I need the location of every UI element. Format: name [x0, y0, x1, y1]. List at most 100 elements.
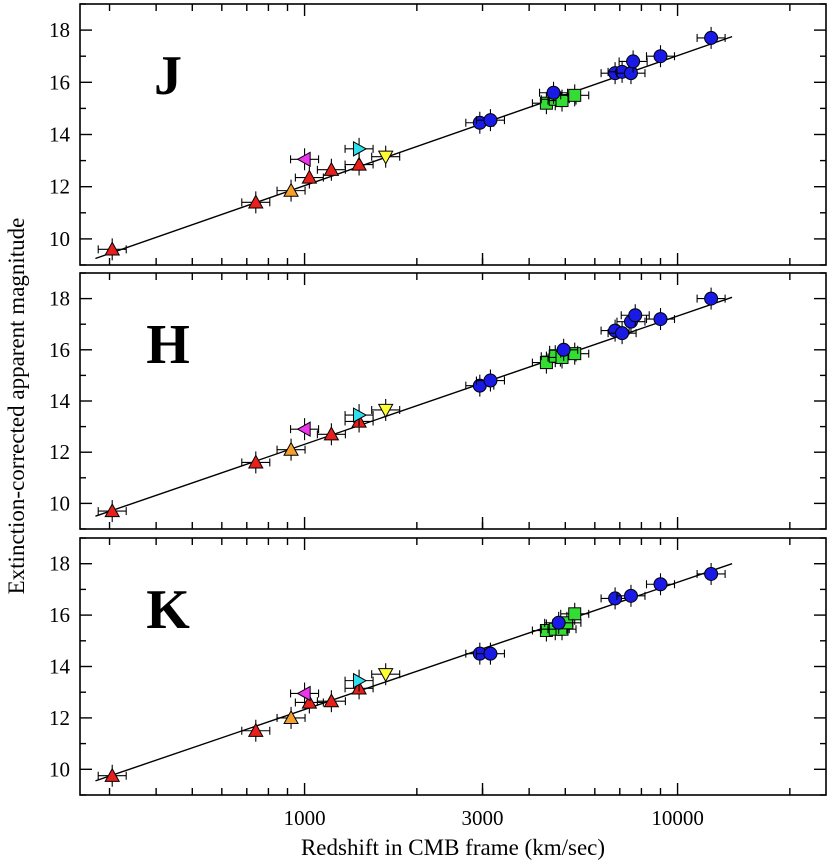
- x-tick-label: 3000: [462, 806, 504, 830]
- data-point-triangle-up: [323, 693, 340, 708]
- data-point-circle: [704, 566, 719, 581]
- data-point-group: [276, 438, 306, 461]
- data-point-group: [600, 587, 630, 610]
- y-tick-label: 12: [49, 440, 70, 464]
- data-point-group: [97, 238, 127, 261]
- data-point-group: [618, 50, 648, 73]
- data-point-group: [645, 308, 676, 331]
- y-tick-label: 10: [49, 757, 70, 781]
- data-point-group: [290, 148, 320, 171]
- y-tick-label: 14: [49, 655, 71, 679]
- data-point-group: [97, 500, 127, 523]
- x-tick-label: 10000: [651, 806, 704, 830]
- data-point-circle: [628, 308, 643, 323]
- y-tick-label: 14: [49, 123, 71, 147]
- y-tick-label: 16: [49, 338, 70, 362]
- data-point-triangle-up: [283, 709, 299, 724]
- data-point-circle: [483, 113, 498, 128]
- data-point-group: [560, 602, 590, 625]
- data-point-triangle-right: [352, 672, 368, 689]
- data-point-group: [344, 404, 374, 427]
- data-point-triangle-right: [352, 141, 368, 157]
- data-point-square: [555, 94, 569, 108]
- data-point-group: [344, 669, 374, 692]
- data-point-circle: [615, 326, 630, 341]
- data-point-group: [344, 137, 374, 160]
- panel-j: 10 12 14 16 18 J: [49, 3, 827, 266]
- data-point-group: [294, 166, 324, 189]
- y-tick-label: 12: [49, 175, 70, 199]
- band-label: K: [146, 579, 190, 641]
- x-tick-label: 1000: [284, 806, 326, 830]
- y-tick-label: 14: [49, 389, 71, 413]
- data-point-group: [607, 322, 637, 345]
- data-point-triangle-up: [301, 694, 318, 709]
- data-point-group: [696, 26, 726, 49]
- data-point-group: [544, 611, 574, 634]
- data-point-group: [616, 584, 646, 607]
- x-axis-label: Redshift in CMB frame (km/sec): [301, 835, 605, 860]
- data-point-circle: [653, 49, 668, 64]
- data-point-square: [568, 607, 582, 621]
- y-tick-label: 16: [49, 603, 70, 627]
- data-point-circle: [551, 615, 566, 630]
- y-tick-label: 12: [49, 706, 70, 730]
- data-point-group: [475, 642, 505, 665]
- data-point-group: [371, 145, 401, 168]
- data-point-triangle-up: [104, 241, 121, 256]
- data-point-circle: [546, 85, 561, 100]
- data-point-triangle-left: [296, 151, 311, 168]
- data-point-circle: [623, 588, 638, 603]
- data-point-triangle-up: [323, 161, 340, 176]
- data-point-group: [645, 573, 676, 596]
- data-point-triangle-down: [377, 668, 394, 683]
- data-point-group: [290, 418, 320, 441]
- data-point-triangle-down: [377, 150, 394, 165]
- data-point-triangle-up: [283, 441, 299, 456]
- data-point-circle: [704, 30, 719, 45]
- data-point-group: [276, 179, 306, 202]
- data-point-triangle-up: [104, 767, 121, 782]
- y-tick-label: 18: [49, 18, 70, 42]
- data-point-group: [97, 764, 127, 787]
- data-point-group: [316, 690, 346, 713]
- data-point-circle: [653, 312, 668, 327]
- y-tick-label: 10: [49, 491, 70, 515]
- data-point-triangle-left: [296, 685, 311, 702]
- data-point-circle: [653, 577, 668, 592]
- data-point-circle: [483, 646, 498, 661]
- data-point-group: [241, 719, 271, 742]
- data-point-circle: [483, 373, 498, 388]
- y-tick-label: 18: [49, 287, 70, 311]
- data-point-triangle-up: [283, 182, 299, 197]
- data-point-triangle-down: [377, 403, 394, 418]
- data-point-group: [290, 682, 320, 705]
- data-point-triangle-up: [301, 169, 318, 184]
- data-point-group: [371, 663, 401, 686]
- panel-k: 10 12 14 16 18 K 1000 3000 10000: [49, 537, 827, 830]
- data-point-group: [276, 706, 306, 729]
- data-point-group: [241, 451, 271, 474]
- data-point-group: [620, 304, 650, 327]
- data-point-group: [371, 398, 401, 421]
- data-point-group: [538, 81, 569, 104]
- data-point-square: [568, 88, 582, 102]
- data-point-group: [475, 109, 505, 132]
- data-point-triangle-up: [351, 156, 367, 171]
- panel-h: 10 12 14 16 18 H: [49, 272, 827, 530]
- data-point-group: [316, 158, 346, 181]
- data-point-group: [549, 338, 579, 361]
- data-point-triangle-up: [247, 454, 264, 469]
- data-point-triangle-right: [352, 407, 368, 423]
- data-point-circle: [608, 591, 623, 606]
- data-point-circle: [704, 291, 719, 306]
- y-axis-label: Extinction-corrected apparent magnitude: [4, 218, 29, 595]
- data-point-group: [696, 562, 726, 585]
- data-point-group: [645, 45, 676, 68]
- data-point-circle: [626, 54, 641, 69]
- data-point-group: [316, 423, 346, 446]
- data-point-group: [696, 287, 726, 310]
- panels: 10 12 14 16 18 J 10 12 14 16 18 H 10 12 14 16 18 K 1000 300…: [49, 3, 827, 830]
- data-point-triangle-left: [296, 421, 311, 438]
